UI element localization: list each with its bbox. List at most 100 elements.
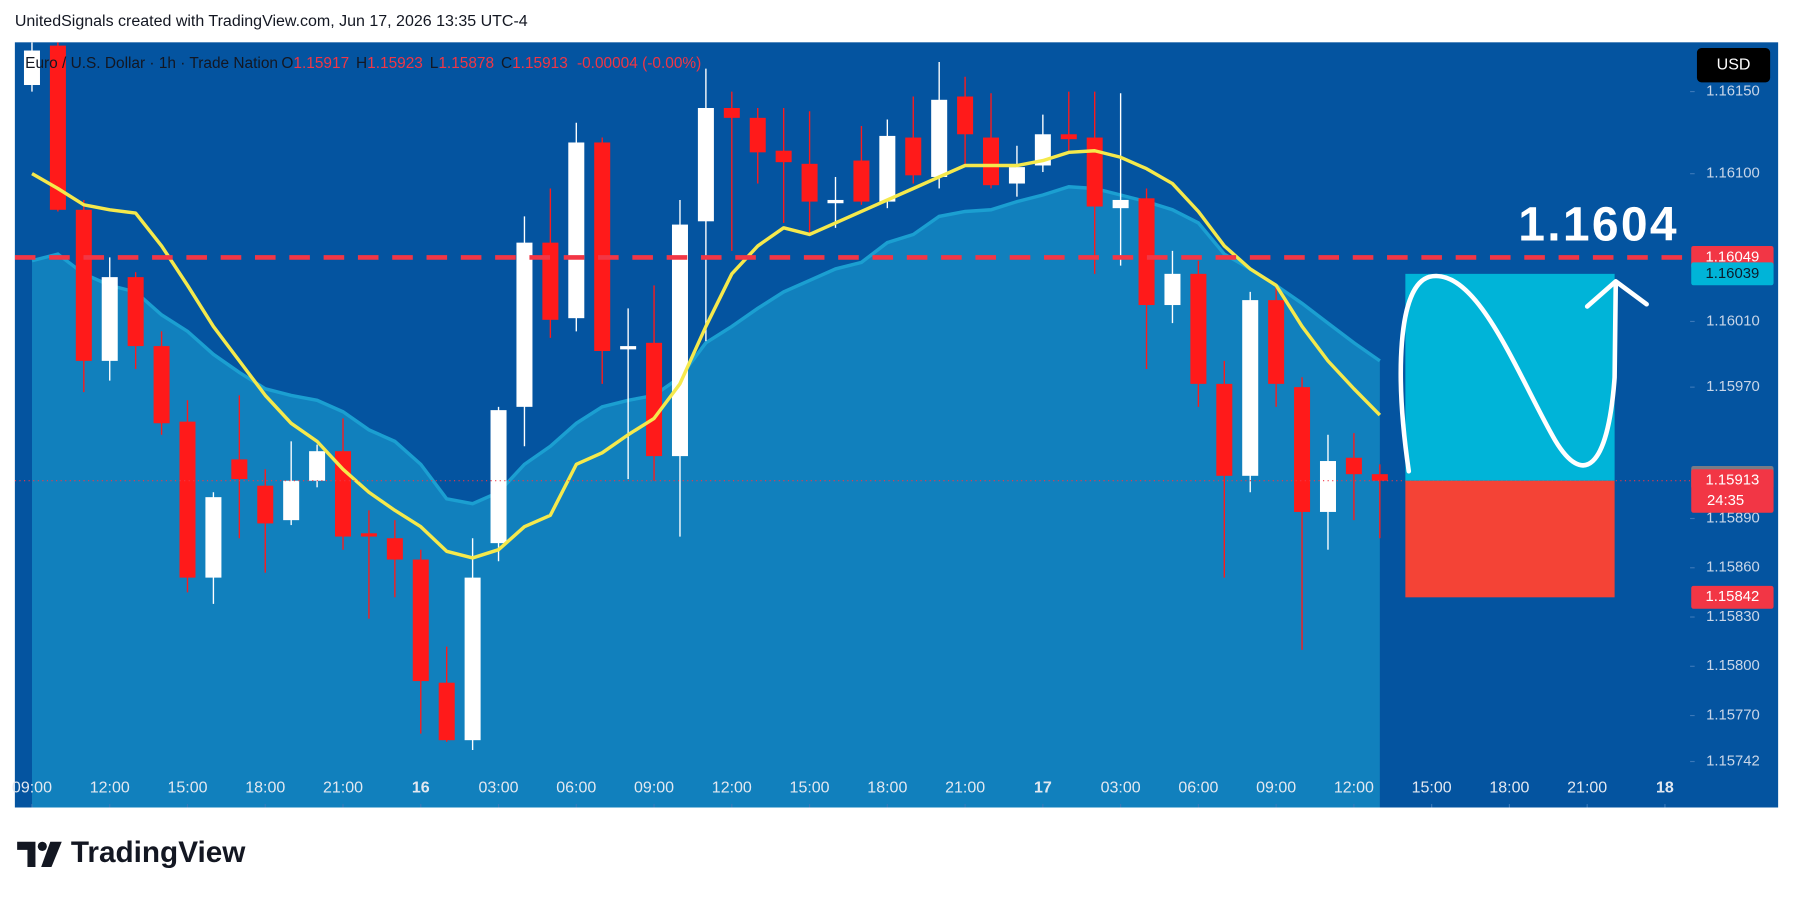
candle-body [464,577,481,741]
candle-body [205,497,222,578]
candle-body [594,142,611,352]
candle-body [1319,461,1336,512]
candle-body [23,50,40,86]
candle-body [749,117,766,153]
candle-layer [23,42,1388,751]
candle-body [179,421,196,578]
target-zone [1405,273,1615,481]
candle-body [127,277,144,347]
y-tick-label: 1.15830 [1706,609,1760,625]
candle-body [516,242,533,407]
legend: Euro / U.S. Dollar · 1h · Trade Nation O 1… [25,55,701,72]
y-tick-label: 1.15970 [1706,379,1760,395]
candle-body [1008,167,1025,184]
x-tick-label: 15:00 [167,779,207,796]
candle-body [931,99,948,177]
candle-body [671,224,688,457]
candle-body [723,107,740,118]
candle-body [905,137,922,176]
ma-area [31,186,1380,808]
price-label: 1.16039 [1706,266,1760,282]
candle-body [620,346,637,350]
candle-body [438,682,455,741]
candle-body [360,533,377,537]
brand: TradingView [71,836,246,869]
x-tick-label: 18:00 [245,779,285,796]
x-tick-label: 03:00 [479,779,519,796]
candle-body [853,160,870,202]
candle-body [1112,199,1129,209]
axis-layer: 1.16150 1.16100 1.16010 1.15970 1.15890 1.158… [12,84,1774,808]
price-label: 1.15842 [1706,589,1760,605]
x-tick-label: 17 [1034,779,1052,796]
legend-text: 1.15917 [293,55,349,72]
candle-body [775,150,792,163]
y-tick-label: 1.15742 [1706,753,1760,769]
x-tick-label: 21:00 [323,779,363,796]
x-tick-label: 18:00 [867,779,907,796]
price-label-bg [1691,262,1774,286]
x-tick-label: 12:00 [712,779,752,796]
y-tick-label: 1.15770 [1706,707,1760,723]
x-tick-label: 03:00 [1101,779,1141,796]
candle-body [1268,300,1285,384]
candle-body [879,135,896,202]
candle-body [490,410,507,544]
y-tick-label: 1.15800 [1706,658,1760,674]
candle-body [801,163,818,202]
y-tick-label: 1.16010 [1706,313,1760,329]
x-tick-label: 18 [1656,779,1674,796]
legend-text: 1.15913 [512,55,568,72]
candle-body [283,480,300,521]
annotation: 1.1604 [1518,198,1679,251]
candle-body [1216,383,1233,476]
x-tick-label: 09:00 [12,779,52,796]
candle-body [75,209,92,361]
candle-body [1371,474,1388,481]
brand-logo [17,841,62,867]
x-tick-label: 12:00 [1334,779,1374,796]
position-layer: 1.1604 [1405,198,1679,598]
x-tick-label: 21:00 [945,779,985,796]
candle-body [1060,134,1077,140]
candle-body [1345,457,1362,475]
legend-text: 1.15878 [438,55,494,72]
price-label-bg [1691,585,1774,609]
x-tick-label: 06:00 [556,779,596,796]
y-tick-label: 1.15890 [1706,510,1760,526]
y-tick-label: 1.16100 [1706,166,1760,182]
candle-body [49,45,66,210]
candle-body [1138,198,1155,306]
candle-body [827,199,844,204]
candle-body [542,242,559,320]
x-tick-label: 09:00 [1256,779,1296,796]
x-tick-label: 15:00 [1412,779,1452,796]
candle-body [1294,387,1311,512]
drawing-arrow [1398,273,1649,474]
candle-body [1190,273,1207,384]
legend-text: O [281,55,293,72]
candle-body [309,451,326,481]
candle-body [1242,300,1259,476]
candle-body [1164,273,1181,306]
currency[interactable]: USD [1717,56,1751,73]
legend-text: -0.00004 (-0.00%) [577,55,701,72]
currency-badge[interactable] [1696,48,1771,83]
candle-body [957,96,974,135]
candle-body [412,559,429,682]
y-tick-label: 1.16150 [1706,84,1760,100]
x-tick-label: 16 [412,779,430,796]
candle-body [386,538,403,560]
legend-text: L [430,55,439,72]
x-tick-label: 15:00 [790,779,830,796]
legend-text: C [501,55,512,72]
candle-body [697,107,714,222]
legend-text: Euro / U.S. Dollar · 1h · Trade Nation [25,55,278,72]
price-label-bg [1691,469,1774,513]
legend-text: 1.15923 [367,55,423,72]
stop-zone [1405,480,1615,598]
candle-body [231,459,248,480]
price-label: 1.15913 [1706,473,1760,489]
